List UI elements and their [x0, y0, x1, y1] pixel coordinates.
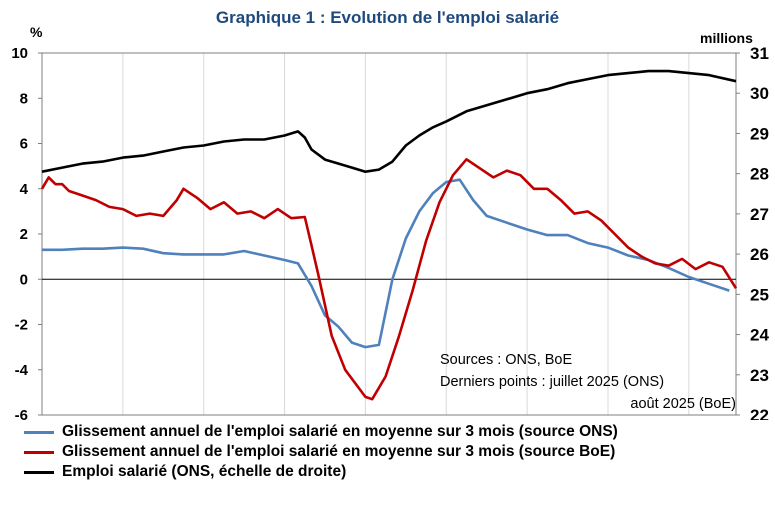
legend-item-employment: Emploi salarié (ONS, échelle de droite)	[24, 462, 618, 482]
y-left-tick-label: 2	[20, 226, 28, 243]
y-right-tick-label: 31	[750, 44, 769, 63]
axis-layer	[38, 52, 740, 416]
legend-swatch-ons	[24, 430, 54, 434]
legend-label-employment: Emploi salarié (ONS, échelle de droite)	[62, 463, 347, 480]
legend-item-ons: Glissement annuel de l'emploi salarié en…	[24, 422, 618, 442]
legend-swatch-boe	[24, 450, 54, 454]
y-right-tick-label: 28	[750, 165, 769, 184]
last-points-line: Derniers points : juillet 2025 (ONS)	[440, 374, 665, 390]
tick-layer: janv-17janv-18janv-19janv-20janv-21janv-…	[11, 44, 769, 420]
y-left-tick-label: 10	[11, 45, 28, 62]
series-line-ons	[42, 178, 730, 349]
source-notes: Sources : ONS, BoE Derniers points : jui…	[440, 349, 736, 415]
y-left-tick-label: -2	[15, 317, 28, 334]
y-left-tick-label: -6	[15, 407, 28, 420]
y-left-tick-label: 4	[20, 181, 29, 198]
y-left-tick-label: -4	[15, 362, 29, 379]
right-axis-unit: millions	[700, 30, 753, 46]
legend: Glissement annuel de l'emploi salarié en…	[24, 422, 618, 482]
grid-layer	[122, 53, 690, 415]
last-points-boe-line: août 2025 (BoE)	[630, 396, 736, 412]
left-axis-unit: %	[30, 24, 43, 40]
y-right-tick-label: 30	[750, 84, 769, 103]
y-right-tick-label: 22	[750, 406, 769, 420]
legend-label-boe: Glissement annuel de l'emploi salarié en…	[62, 443, 616, 460]
chart-title: Graphique 1 : Evolution de l'emploi sala…	[215, 8, 560, 27]
source-line: Sources : ONS, BoE	[440, 352, 573, 368]
y-right-tick-label: 24	[750, 326, 769, 345]
legend-swatch-employment	[24, 470, 54, 474]
y-right-tick-label: 25	[750, 285, 769, 304]
legend-label-ons: Glissement annuel de l'emploi salarié en…	[62, 423, 618, 440]
y-right-tick-label: 23	[750, 366, 769, 385]
y-right-tick-label: 26	[750, 245, 769, 264]
y-right-tick-label: 29	[750, 124, 769, 143]
y-left-tick-label: 8	[20, 90, 28, 107]
y-left-tick-label: 0	[20, 271, 28, 288]
series-layer	[40, 69, 738, 401]
y-right-tick-label: 27	[750, 205, 769, 224]
series-line-employment	[41, 69, 737, 173]
y-left-tick-label: 6	[20, 136, 28, 153]
series-line-boe	[40, 158, 738, 401]
legend-item-boe: Glissement annuel de l'emploi salarié en…	[24, 442, 618, 462]
chart-canvas: janv-17janv-18janv-19janv-20janv-21janv-…	[11, 44, 769, 420]
